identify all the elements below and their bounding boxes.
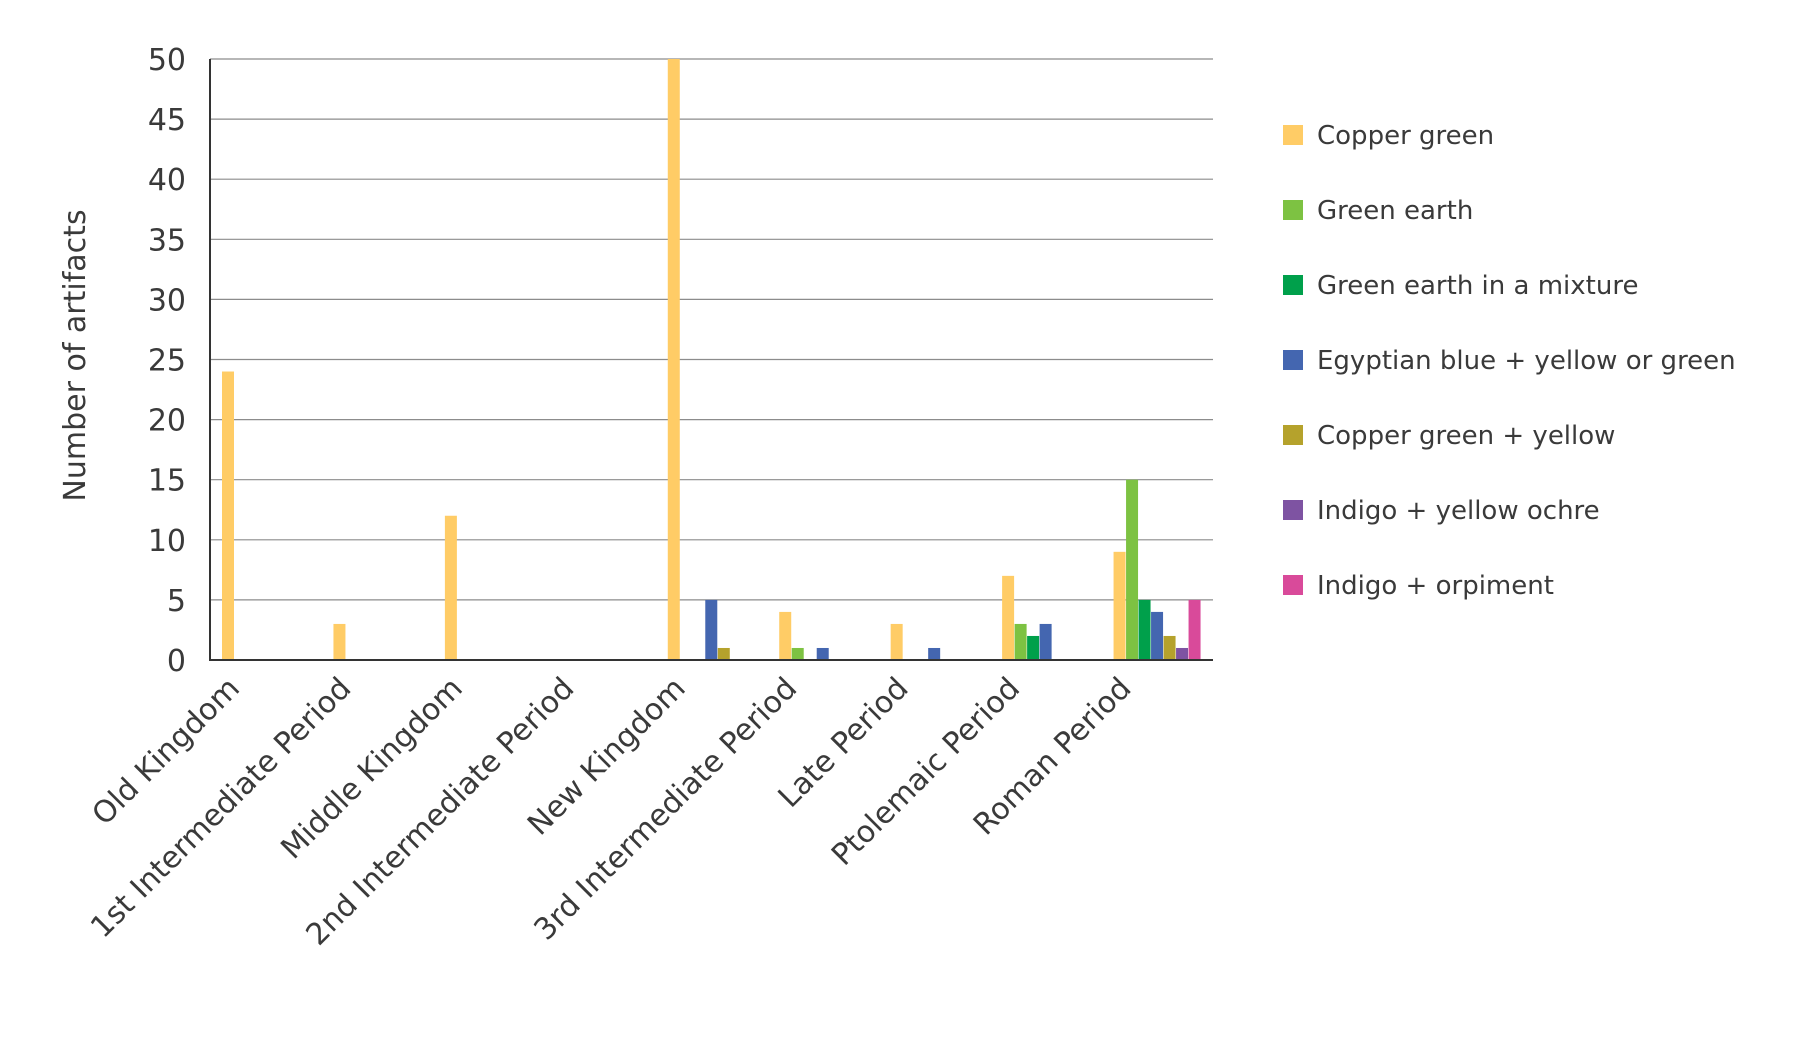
bar <box>779 611 792 660</box>
bar <box>1188 599 1201 660</box>
legend-label: Green earth <box>1317 196 1473 226</box>
bar <box>1176 647 1189 660</box>
bar <box>1113 551 1126 660</box>
legend-label: Indigo + yellow ochre <box>1317 496 1600 526</box>
bar <box>890 623 903 660</box>
legend: Copper green Green earth Green earth in a … <box>1283 121 1736 601</box>
bar <box>717 647 730 660</box>
bar <box>1027 635 1040 660</box>
y-axis-title: Number of artifacts <box>58 209 93 501</box>
bars <box>222 59 1201 660</box>
legend-label: Indigo + orpiment <box>1317 571 1554 601</box>
legend-label: Copper green + yellow <box>1317 421 1615 451</box>
y-tick-label: 20 <box>148 404 186 439</box>
bar <box>791 647 804 660</box>
y-tick-label: 0 <box>167 644 186 679</box>
legend-swatch <box>1283 125 1303 145</box>
legend-label: Copper green <box>1317 121 1494 151</box>
legend-swatch <box>1283 425 1303 445</box>
gridlines <box>210 58 1213 601</box>
bar <box>705 599 718 660</box>
y-tick-label: 40 <box>148 163 186 198</box>
legend-swatch <box>1283 500 1303 520</box>
y-tick-label: 5 <box>167 584 186 619</box>
bar <box>1138 599 1151 660</box>
bar <box>1163 635 1176 660</box>
legend-swatch <box>1283 275 1303 295</box>
y-tick-label: 15 <box>148 464 186 499</box>
x-tick-label: Ptolemaic Period <box>825 671 1027 873</box>
y-tick-label: 30 <box>148 283 186 318</box>
bar <box>1014 623 1027 660</box>
legend-swatch <box>1283 350 1303 370</box>
axes <box>209 59 1213 661</box>
bar <box>816 647 829 660</box>
bar <box>1151 611 1164 660</box>
bar <box>1002 575 1015 660</box>
y-tick-label: 25 <box>148 344 186 379</box>
bar <box>333 623 346 660</box>
y-tick-label: 35 <box>148 223 186 258</box>
bar <box>222 371 234 660</box>
y-tick-label: 50 <box>148 43 186 78</box>
bar <box>444 515 457 660</box>
y-tick-label: 10 <box>148 524 186 559</box>
y-tick-labels: 0 5 10 15 20 25 30 35 40 45 50 <box>148 43 186 679</box>
legend-swatch <box>1283 200 1303 220</box>
bar <box>1126 479 1139 660</box>
legend-swatch <box>1283 575 1303 595</box>
legend-label: Egyptian blue + yellow or green <box>1317 346 1736 376</box>
bar <box>1039 623 1052 660</box>
bar <box>667 59 680 660</box>
y-tick-label: 45 <box>148 103 186 138</box>
bar <box>928 647 941 660</box>
legend-label: Green earth in a mixture <box>1317 271 1638 301</box>
